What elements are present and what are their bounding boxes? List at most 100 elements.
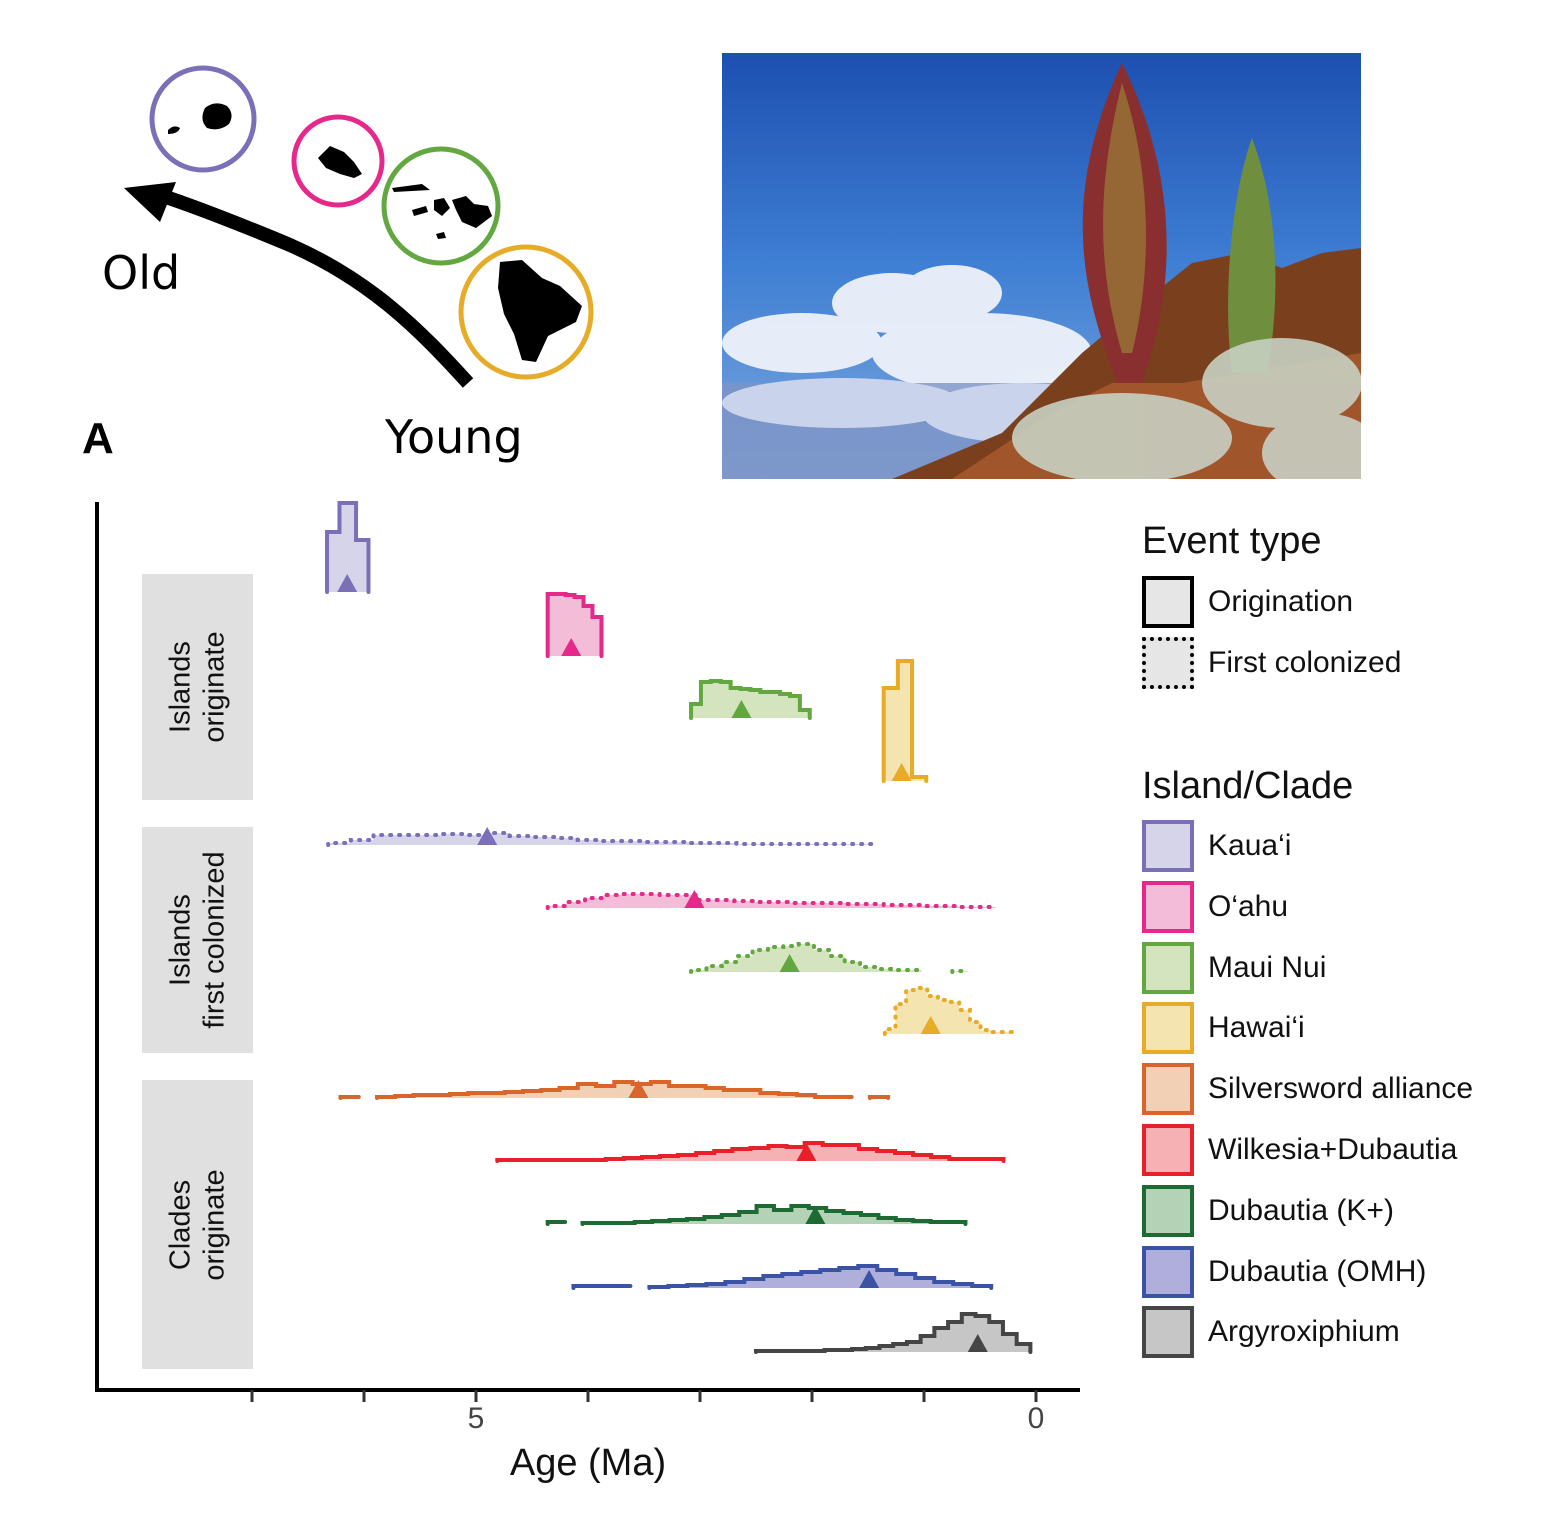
estimate-triangle-marker	[628, 1080, 649, 1098]
ridge-fill	[547, 1206, 966, 1224]
ridge-outline	[374, 1080, 854, 1100]
estimate-triangle-marker	[477, 827, 498, 845]
estimate-triangle-marker	[891, 763, 912, 781]
estimate-triangle-marker	[337, 574, 358, 592]
estimate-triangle-marker	[967, 1334, 988, 1352]
legend-label: Hawai‘i	[1208, 1011, 1305, 1045]
legend-item-clade: Wilkesia+Dubautia	[1142, 1121, 1457, 1179]
x-axis-title: Age (Ma)	[509, 1442, 667, 1484]
legend-item-clade: Argyroxiphium	[1142, 1303, 1400, 1361]
estimate-triangle-marker	[731, 700, 752, 718]
ridge-outline	[338, 1095, 361, 1100]
legend-label: Kaua‘i	[1208, 829, 1292, 862]
legend-item-clade: Maui Nui	[1142, 939, 1326, 997]
panel-label: A	[82, 414, 114, 463]
color-swatch-icon	[1142, 941, 1194, 994]
legend-label: Origination	[1208, 585, 1354, 618]
ridge-fill	[547, 594, 602, 656]
legend-item-clade: Dubautia (K+)	[1142, 1182, 1394, 1240]
legend-item-first-colonized: First colonized	[1142, 634, 1401, 692]
legend-clade-title: Island/Clade	[1142, 765, 1354, 807]
legend-label: Silversword alliance	[1208, 1072, 1474, 1106]
island-age-map	[124, 65, 594, 388]
ridge-outline	[571, 1284, 633, 1290]
legend-item-clade: O‘ahu	[1142, 878, 1288, 936]
arrowhead-icon	[124, 182, 176, 222]
kauai-circle	[149, 65, 257, 173]
silversword-flower-stalk	[1082, 63, 1276, 383]
ridge-fill	[883, 661, 927, 781]
ridge-kaua-i-first-colonized	[326, 827, 875, 847]
ridge-silversword-alliance-origination	[338, 1080, 891, 1100]
young-label: Young	[385, 410, 523, 464]
color-swatch-icon	[1142, 1002, 1194, 1055]
ridge-dubautia-k--origination	[545, 1204, 968, 1226]
ridge-outline	[326, 831, 875, 847]
ridge-fill	[327, 503, 369, 592]
ridge-outline	[545, 892, 998, 910]
estimate-triangle-marker	[684, 890, 705, 908]
legend-item-clade: Kaua‘i	[1142, 817, 1291, 875]
ridge-outline	[881, 659, 929, 783]
ridge-outline	[867, 1095, 891, 1100]
color-swatch-icon	[1142, 1245, 1194, 1298]
legend-label: Dubautia (K+)	[1208, 1193, 1394, 1227]
color-swatch-icon	[1142, 820, 1194, 872]
oahu-circle	[291, 114, 385, 208]
estimate-triangle-marker	[920, 1016, 941, 1034]
estimate-triangle-marker	[561, 638, 582, 656]
facet-islands-first-colonized: Islands first colonized	[142, 827, 253, 1053]
ridge-outline	[580, 1204, 968, 1226]
color-swatch-icon	[1142, 1184, 1194, 1237]
ridge-kaua-i-origination	[325, 501, 371, 594]
estimate-triangle-marker	[859, 1270, 880, 1288]
ridge-outline	[545, 1220, 568, 1226]
hawaii-island-icon	[498, 260, 582, 362]
maui-nui-circle	[381, 146, 501, 266]
x-tick-label: 5	[467, 1402, 485, 1435]
ridge-o-ahu-origination	[545, 592, 604, 658]
legend-item-clade: Hawai‘i	[1142, 999, 1305, 1057]
ridge-maui-nui-origination	[689, 679, 812, 720]
ridge-outline	[689, 942, 924, 974]
age-arrow-icon	[157, 188, 474, 388]
ridge-argyroxiphium-origination	[754, 1312, 1033, 1354]
ridge-outline	[754, 1312, 1033, 1354]
legend-label: O‘ahu	[1208, 889, 1289, 923]
legend-label: Maui Nui	[1208, 950, 1327, 984]
ridge-fill	[884, 988, 1013, 1034]
x-tick-label: 0	[1027, 1402, 1045, 1435]
color-swatch-icon	[1142, 880, 1194, 933]
ridge-outline	[545, 592, 604, 658]
maui-nui-island-icon	[392, 184, 492, 239]
dotted-swatch-icon	[1142, 637, 1194, 689]
estimate-triangle-marker	[779, 954, 800, 972]
ridge-dubautia-omh--origination	[571, 1264, 994, 1290]
legend-label: Wilkesia+Dubautia	[1208, 1133, 1458, 1166]
color-swatch-icon	[1142, 1063, 1194, 1116]
legend-label: Dubautia (OMH)	[1208, 1254, 1427, 1288]
ridge-outline	[325, 501, 371, 594]
ridge-outline	[647, 1264, 994, 1290]
facet-islands-originate: Islands originate	[142, 574, 253, 800]
ridge-outline	[950, 969, 970, 974]
ridge-o-ahu-first-colonized	[545, 890, 998, 910]
old-label: Old	[102, 246, 181, 300]
ridge-hawai-i-first-colonized	[882, 986, 1015, 1036]
facet-clades-originate: Clades originate	[142, 1080, 253, 1369]
legend-label: Argyroxiphium	[1208, 1315, 1400, 1349]
legend-item-clade: Dubautia (OMH)	[1142, 1243, 1426, 1301]
legend-event-title: Event type	[1142, 520, 1322, 562]
estimate-triangle-marker	[796, 1143, 817, 1161]
oahu-island-icon	[318, 146, 362, 178]
color-swatch-icon	[1142, 1306, 1194, 1359]
kauai-island-icon	[168, 103, 232, 134]
color-swatch-icon	[1142, 1124, 1194, 1176]
ridge-fill	[497, 1143, 1004, 1161]
ridge-outline	[689, 679, 812, 720]
ridge-fill	[691, 681, 810, 718]
legend-item-clade: Silversword alliance	[1142, 1060, 1473, 1118]
legend-item-origination: Origination	[1142, 573, 1353, 631]
ridge-fill	[328, 833, 873, 845]
